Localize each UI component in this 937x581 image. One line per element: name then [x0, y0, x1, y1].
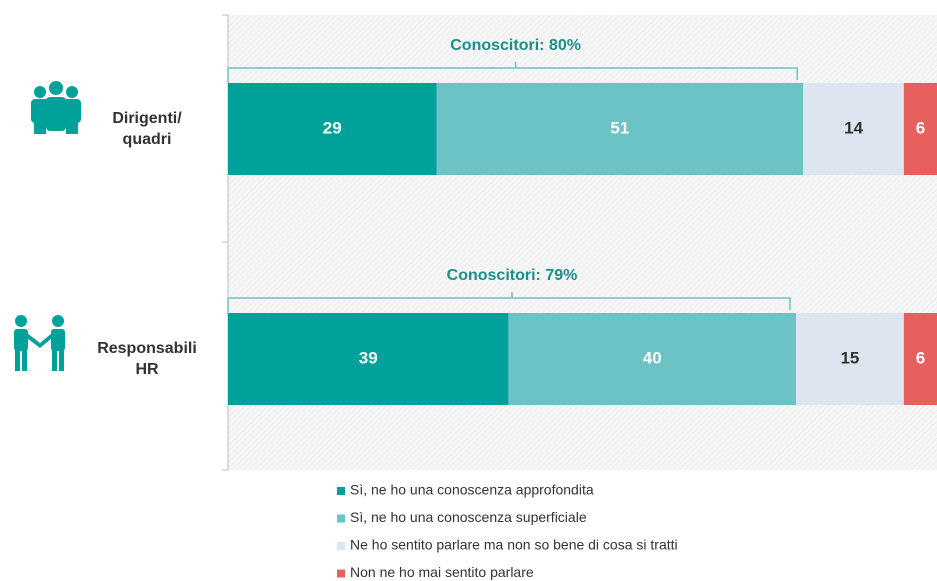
- bracket: [227, 292, 791, 313]
- legend-label: Non ne ho mai sentito parlare: [350, 564, 534, 580]
- value-label: 39: [359, 348, 378, 367]
- value-label: 15: [840, 348, 859, 367]
- value-label: 14: [844, 118, 863, 137]
- annotation: Conoscitori: 80%: [450, 37, 581, 54]
- category-label: Dirigenti/ quadri: [112, 110, 182, 148]
- category-label: Responsabili HR: [97, 340, 197, 378]
- legend-swatch: [337, 569, 345, 578]
- annotation: Conoscitori: 79%: [447, 267, 578, 284]
- bracket: [227, 62, 798, 83]
- value-label: 51: [610, 118, 629, 137]
- bar-segment: [228, 83, 437, 175]
- legend-label: Ne ho sentito parlare ma non so bene di …: [350, 537, 678, 553]
- legend-swatch: [337, 542, 345, 550]
- bar-segment: [436, 83, 804, 175]
- bar-segment: [903, 83, 937, 175]
- icon-hr: [14, 315, 65, 371]
- bar-segment: [803, 83, 904, 175]
- value-label: 6: [916, 118, 925, 137]
- value-label: 29: [323, 118, 342, 137]
- legend-swatch: [337, 514, 345, 523]
- bar-segment: [508, 313, 797, 405]
- value-label: 6: [916, 348, 925, 367]
- bar-segment: [903, 313, 937, 405]
- legend-swatch: [337, 487, 345, 495]
- bar-segment: [796, 313, 904, 405]
- icon-managers: [31, 81, 81, 134]
- value-label: 40: [643, 348, 662, 367]
- legend-label: Sì, ne ho una conoscenza superficiale: [350, 509, 587, 525]
- legend-label: Sì, ne ho una conoscenza approfondita: [350, 482, 594, 498]
- bar-segment: [228, 313, 509, 405]
